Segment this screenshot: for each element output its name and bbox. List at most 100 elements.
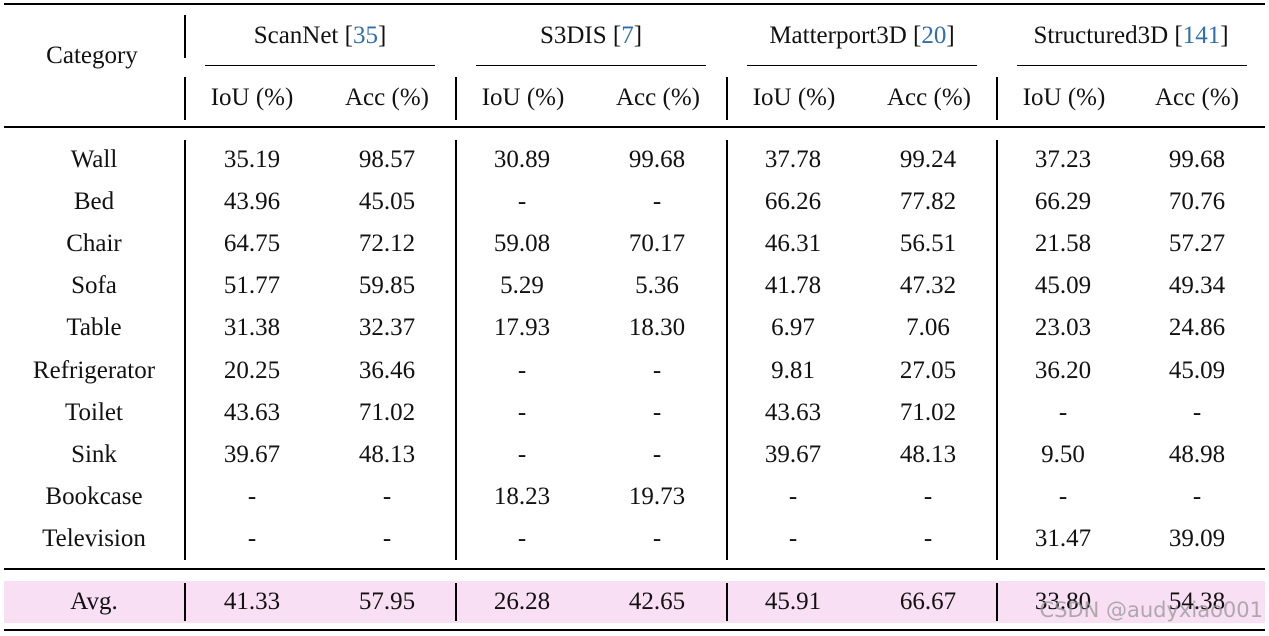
citation-link[interactable]: 20 (921, 22, 947, 49)
table-row-value: 39.67 (223, 441, 281, 468)
table-row-value: - (652, 399, 662, 426)
table-row-value: - (517, 399, 527, 426)
table-row-category: Sofa (71, 272, 117, 299)
column-separator (726, 583, 728, 621)
watermark: CSDN @audyxiao001 (1039, 598, 1263, 622)
citation-link[interactable]: 141 (1182, 22, 1221, 49)
metric-header: IoU (%) (210, 84, 294, 111)
avg-row-highlight (4, 581, 1265, 623)
table-row-value: 19.73 (628, 483, 686, 510)
table-row-value: 36.20 (1034, 357, 1092, 384)
column-separator (726, 77, 728, 120)
dataset-name: Matterport3D (769, 22, 907, 49)
table-row-value: 47.32 (899, 272, 957, 299)
dataset-underline (476, 65, 706, 67)
table-row-value: - (1192, 483, 1202, 510)
table-row-value: 35.19 (223, 146, 281, 173)
table-row-value: 21.58 (1034, 230, 1092, 257)
table-row-value: 48.98 (1168, 441, 1226, 468)
table-row-value: 70.76 (1168, 188, 1226, 215)
bottom-rule (4, 629, 1265, 631)
table-row-value: 9.50 (1041, 441, 1085, 468)
table-row-value: - (517, 357, 527, 384)
table-row-value: 27.05 (899, 357, 957, 384)
metric-header: IoU (%) (752, 84, 836, 111)
table-row-value: 43.63 (764, 399, 822, 426)
table-row-value: 98.57 (358, 146, 416, 173)
table-row-value: 5.29 (500, 272, 544, 299)
table-row-value: 45.09 (1034, 272, 1092, 299)
table-row-category: Table (66, 314, 122, 341)
table-row-category: Refrigerator (32, 357, 156, 384)
table-row-value: 48.13 (358, 441, 416, 468)
table-row-value: 9.81 (771, 357, 815, 384)
dataset-underline (1017, 65, 1247, 67)
table-row-value: 37.23 (1034, 146, 1092, 173)
table-row-value: - (652, 525, 662, 552)
table-row-value: 41.78 (764, 272, 822, 299)
body-bottom-rule (4, 568, 1265, 570)
table-row-value: 46.31 (764, 230, 822, 257)
table-row-value: - (517, 188, 527, 215)
column-separator (996, 140, 998, 560)
table-row-value: - (923, 483, 933, 510)
table-row-value: 59.08 (493, 230, 551, 257)
dataset-underline (205, 65, 435, 67)
table-row-value: 32.37 (358, 314, 416, 341)
table-row-value: 51.77 (223, 272, 281, 299)
column-separator (455, 583, 457, 621)
table-row-value: 30.89 (493, 146, 551, 173)
table-row-value: - (247, 483, 257, 510)
table-row-value: 6.97 (771, 314, 815, 341)
table-row-value: - (652, 188, 662, 215)
table-row-category: Bed (73, 188, 115, 215)
table-row-value: 71.02 (358, 399, 416, 426)
table-row-value: 56.51 (899, 230, 957, 257)
table-row-value: - (382, 483, 392, 510)
table-row-value: 31.38 (223, 314, 281, 341)
header-rule (4, 126, 1265, 128)
table-row-value: 18.23 (493, 483, 551, 510)
table-row-value: 72.12 (358, 230, 416, 257)
table-row-value: 59.85 (358, 272, 416, 299)
citation-link[interactable]: 7 (621, 22, 634, 49)
dataset-header-matterport3d: Matterport3D [20] (769, 22, 955, 49)
table-row-value: - (517, 525, 527, 552)
table-row-value: 37.78 (764, 146, 822, 173)
metric-header: IoU (%) (481, 84, 565, 111)
column-separator (184, 140, 186, 560)
avg-row-value: 54.38 (1168, 588, 1226, 615)
table-row-value: 99.24 (899, 146, 957, 173)
table-row-value: 20.25 (223, 357, 281, 384)
table-row-value: 24.86 (1168, 314, 1226, 341)
dataset-name: S3DIS (539, 22, 607, 49)
column-separator (996, 583, 998, 621)
column-separator (455, 77, 457, 120)
table-row-value: 43.63 (223, 399, 281, 426)
table-row-value: 57.27 (1168, 230, 1226, 257)
table-row-value: 43.96 (223, 188, 281, 215)
table-row-value: - (382, 525, 392, 552)
table-row-value: - (1058, 483, 1068, 510)
column-separator (726, 140, 728, 560)
avg-row-value: 26.28 (493, 588, 551, 615)
table-row-category: Wall (70, 146, 118, 173)
table-row-value: - (788, 483, 798, 510)
dataset-header-scannet: ScanNet [35] (253, 22, 387, 49)
table-row-value: 99.68 (628, 146, 686, 173)
table-row-value: 39.67 (764, 441, 822, 468)
avg-row-value: 42.65 (628, 588, 686, 615)
table-row-category: Toilet (65, 399, 123, 426)
avg-row-value: 41.33 (223, 588, 281, 615)
table-row-value: 49.34 (1168, 272, 1226, 299)
table-row-value: 77.82 (899, 188, 957, 215)
table-row-value: - (923, 525, 933, 552)
table-row-value: 45.05 (358, 188, 416, 215)
table-row-value: 17.93 (493, 314, 551, 341)
dataset-name: ScanNet (253, 22, 339, 49)
table-row-value: - (1192, 399, 1202, 426)
avg-row-value: 33.80 (1034, 588, 1092, 615)
citation-link[interactable]: 35 (352, 22, 378, 49)
table-row-value: - (1058, 399, 1068, 426)
avg-row-value: 57.95 (358, 588, 416, 615)
